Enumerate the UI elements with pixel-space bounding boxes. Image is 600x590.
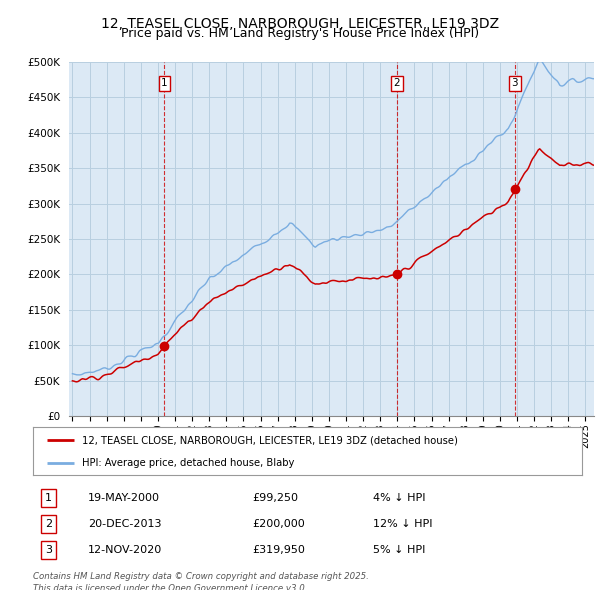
Text: 1: 1	[161, 78, 168, 88]
Text: £319,950: £319,950	[253, 545, 305, 555]
Text: 1: 1	[45, 493, 52, 503]
Text: 19-MAY-2000: 19-MAY-2000	[88, 493, 160, 503]
Text: Contains HM Land Registry data © Crown copyright and database right 2025.
This d: Contains HM Land Registry data © Crown c…	[33, 572, 369, 590]
Text: 2: 2	[45, 519, 52, 529]
Text: £200,000: £200,000	[253, 519, 305, 529]
Text: 5% ↓ HPI: 5% ↓ HPI	[373, 545, 426, 555]
Text: 12, TEASEL CLOSE, NARBOROUGH, LEICESTER, LE19 3DZ (detached house): 12, TEASEL CLOSE, NARBOROUGH, LEICESTER,…	[82, 435, 458, 445]
Text: 4% ↓ HPI: 4% ↓ HPI	[373, 493, 426, 503]
Text: HPI: Average price, detached house, Blaby: HPI: Average price, detached house, Blab…	[82, 458, 295, 468]
Text: 12-NOV-2020: 12-NOV-2020	[88, 545, 162, 555]
Text: 3: 3	[512, 78, 518, 88]
Text: £99,250: £99,250	[253, 493, 299, 503]
Text: 12, TEASEL CLOSE, NARBOROUGH, LEICESTER, LE19 3DZ: 12, TEASEL CLOSE, NARBOROUGH, LEICESTER,…	[101, 17, 499, 31]
Text: 3: 3	[45, 545, 52, 555]
Text: 12% ↓ HPI: 12% ↓ HPI	[373, 519, 433, 529]
Text: Price paid vs. HM Land Registry's House Price Index (HPI): Price paid vs. HM Land Registry's House …	[121, 27, 479, 40]
Text: 20-DEC-2013: 20-DEC-2013	[88, 519, 161, 529]
Text: 2: 2	[394, 78, 400, 88]
